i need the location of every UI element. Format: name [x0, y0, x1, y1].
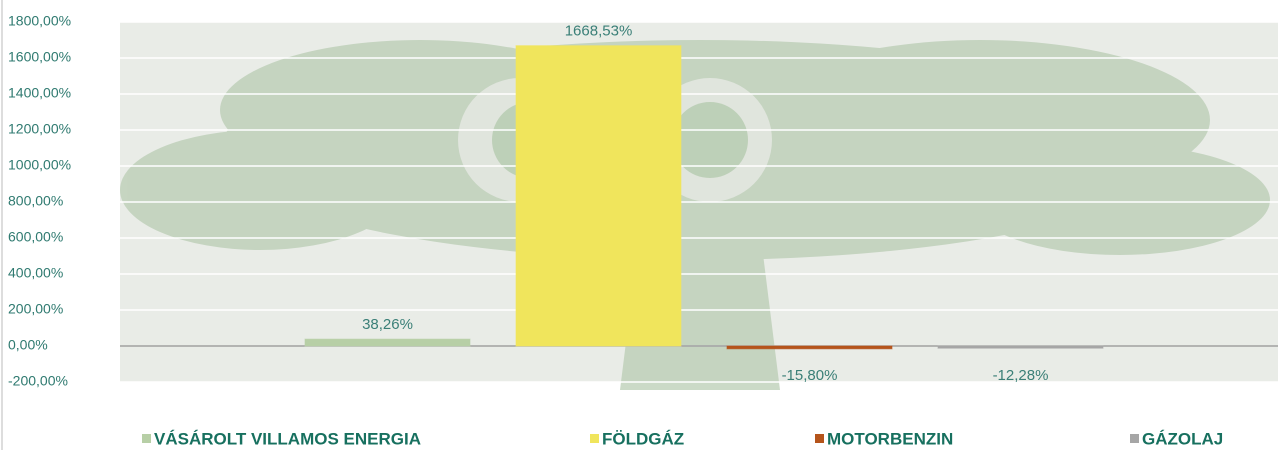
legend-marker	[142, 434, 151, 443]
value-label: -12,28%	[993, 367, 1049, 384]
y-tick-label: 800,00%	[8, 193, 63, 209]
y-tick-label: 1000,00%	[8, 157, 71, 173]
value-label: 1668,53%	[565, 23, 633, 40]
y-tick-label: 400,00%	[8, 265, 63, 281]
legend-label: FÖLDGÁZ	[602, 429, 684, 448]
bar	[937, 345, 1104, 349]
y-tick-label: 200,00%	[8, 301, 63, 317]
bar	[726, 345, 893, 350]
legend-marker	[1130, 434, 1139, 443]
bar	[304, 338, 471, 347]
legend-marker	[590, 434, 599, 443]
y-tick-label: 0,00%	[8, 337, 48, 353]
legend-label: MOTORBENZIN	[827, 429, 953, 448]
y-tick-label: 1800,00%	[8, 13, 71, 29]
bar	[515, 45, 682, 347]
value-label: 38,26%	[362, 316, 413, 333]
y-tick-label: 1600,00%	[8, 49, 71, 65]
y-tick-label: 600,00%	[8, 229, 63, 245]
legend-label: GÁZOLAJ	[1142, 429, 1223, 448]
y-tick-label: 1200,00%	[8, 121, 71, 137]
y-tick-label: -200,00%	[8, 373, 68, 389]
legend-marker	[815, 434, 824, 443]
legend-label: VÁSÁROLT VILLAMOS ENERGIA	[154, 429, 421, 448]
y-tick-label: 1400,00%	[8, 85, 71, 101]
value-label: -15,80%	[782, 367, 838, 384]
